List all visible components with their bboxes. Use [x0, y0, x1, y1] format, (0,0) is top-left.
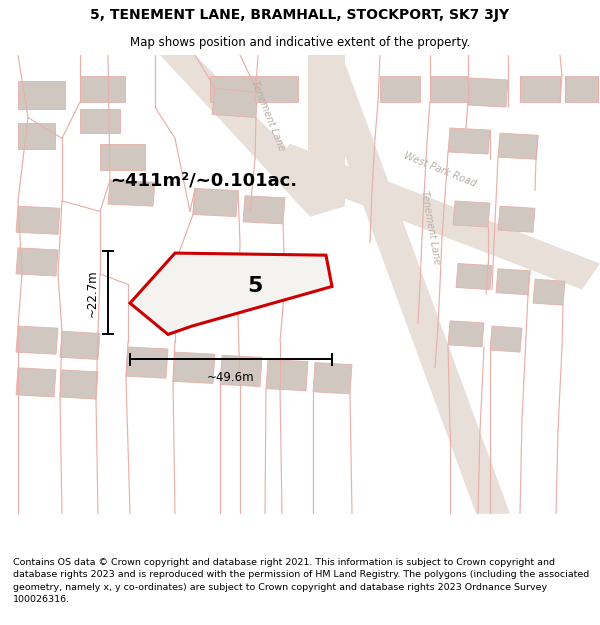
- Polygon shape: [498, 206, 535, 232]
- Polygon shape: [220, 355, 262, 386]
- Polygon shape: [18, 122, 55, 149]
- Polygon shape: [80, 76, 125, 102]
- Polygon shape: [308, 55, 510, 514]
- Polygon shape: [210, 76, 255, 102]
- Polygon shape: [520, 76, 560, 102]
- Text: Contains OS data © Crown copyright and database right 2021. This information is : Contains OS data © Crown copyright and d…: [13, 558, 589, 604]
- Polygon shape: [60, 370, 98, 399]
- Polygon shape: [533, 279, 565, 305]
- Polygon shape: [313, 362, 352, 394]
- Polygon shape: [80, 109, 120, 133]
- Polygon shape: [212, 88, 258, 118]
- Polygon shape: [16, 248, 58, 276]
- Polygon shape: [243, 196, 285, 224]
- Polygon shape: [490, 326, 522, 352]
- Polygon shape: [308, 55, 345, 217]
- Text: 5, TENEMENT LANE, BRAMHALL, STOCKPORT, SK7 3JY: 5, TENEMENT LANE, BRAMHALL, STOCKPORT, S…: [91, 8, 509, 22]
- Polygon shape: [160, 55, 345, 217]
- Polygon shape: [456, 264, 492, 289]
- Polygon shape: [126, 347, 168, 378]
- Text: ~22.7m: ~22.7m: [86, 269, 98, 316]
- Polygon shape: [496, 269, 530, 295]
- Text: Map shows position and indicative extent of the property.: Map shows position and indicative extent…: [130, 36, 470, 49]
- Polygon shape: [430, 76, 468, 102]
- Polygon shape: [16, 368, 56, 397]
- Text: ~411m²/~0.101ac.: ~411m²/~0.101ac.: [110, 171, 297, 189]
- Polygon shape: [100, 144, 145, 170]
- Polygon shape: [130, 253, 332, 334]
- Polygon shape: [448, 321, 484, 347]
- Polygon shape: [60, 331, 100, 359]
- Polygon shape: [468, 78, 508, 107]
- Polygon shape: [565, 76, 598, 102]
- Text: West Park Road: West Park Road: [402, 151, 478, 189]
- Text: Tenement Lane: Tenement Lane: [419, 189, 442, 265]
- Polygon shape: [173, 352, 215, 383]
- Polygon shape: [108, 180, 155, 206]
- Polygon shape: [18, 81, 65, 109]
- Text: 5: 5: [247, 276, 263, 296]
- Polygon shape: [16, 326, 58, 354]
- Polygon shape: [16, 206, 60, 234]
- Polygon shape: [448, 128, 490, 154]
- Polygon shape: [270, 144, 600, 289]
- Polygon shape: [266, 359, 308, 391]
- Text: Tenement Lane: Tenement Lane: [250, 79, 287, 152]
- Polygon shape: [498, 133, 538, 159]
- Text: ~49.6m: ~49.6m: [207, 371, 255, 384]
- Polygon shape: [255, 76, 298, 102]
- Polygon shape: [453, 201, 490, 227]
- Polygon shape: [193, 189, 238, 217]
- Polygon shape: [380, 76, 420, 102]
